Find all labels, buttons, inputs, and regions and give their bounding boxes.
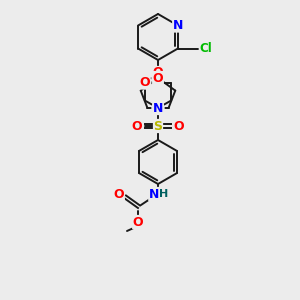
Text: Cl: Cl <box>200 42 212 55</box>
Circle shape <box>139 76 151 88</box>
Text: O: O <box>114 188 124 202</box>
Text: O: O <box>133 215 143 229</box>
Text: O: O <box>153 71 163 85</box>
Text: H: H <box>159 189 169 199</box>
Circle shape <box>152 72 164 84</box>
Text: N: N <box>173 19 183 32</box>
Text: O: O <box>140 76 150 89</box>
Text: N: N <box>149 188 159 200</box>
Text: O: O <box>153 67 163 80</box>
Text: O: O <box>174 119 184 133</box>
Circle shape <box>152 102 164 114</box>
Text: O: O <box>132 119 142 133</box>
Text: S: S <box>154 119 163 133</box>
Text: N: N <box>153 101 163 115</box>
